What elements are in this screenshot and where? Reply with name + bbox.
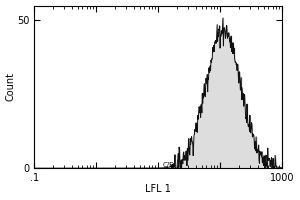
- X-axis label: LFL 1: LFL 1: [145, 184, 171, 194]
- Text: C/E: C/E: [163, 162, 175, 168]
- Y-axis label: Count: Count: [6, 72, 16, 101]
